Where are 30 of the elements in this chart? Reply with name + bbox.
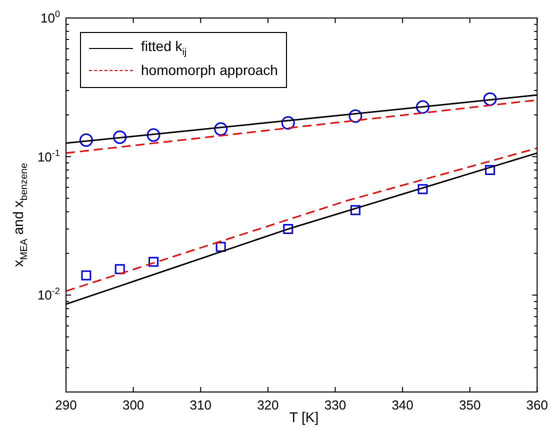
point: [483, 92, 497, 106]
x-tick-label: 320: [257, 397, 279, 412]
x-tick-label: 360: [526, 397, 548, 412]
x-tick-label: 340: [392, 397, 414, 412]
x-tick-label: 330: [324, 397, 346, 412]
point: [348, 109, 362, 123]
x-axis-title: T [K]: [289, 409, 319, 425]
point: [485, 165, 496, 175]
x-tick-label: 290: [55, 397, 77, 412]
legend-label: homomorph approach: [141, 62, 278, 78]
point: [281, 116, 295, 130]
y-tick-label: 10$^{-1}$: [37, 146, 60, 164]
point: [146, 128, 160, 142]
y-tick-label: 10$^{-2}$: [37, 285, 60, 302]
point: [416, 100, 430, 114]
point: [350, 205, 360, 216]
y-tick-label: 10$^{0}$: [40, 8, 60, 26]
point: [214, 122, 228, 136]
point: [216, 242, 226, 252]
point: [81, 270, 92, 280]
point: [113, 130, 127, 144]
x-tick-label: 350: [458, 397, 481, 412]
point: [418, 184, 428, 194]
point: [79, 133, 93, 147]
x-tick-label: 310: [190, 397, 212, 412]
point: [114, 264, 125, 274]
point: [283, 224, 294, 234]
point: [148, 256, 158, 267]
legend-label: fitted k$_{ij}$: [141, 38, 187, 58]
x-tick-label: 300: [122, 397, 144, 412]
